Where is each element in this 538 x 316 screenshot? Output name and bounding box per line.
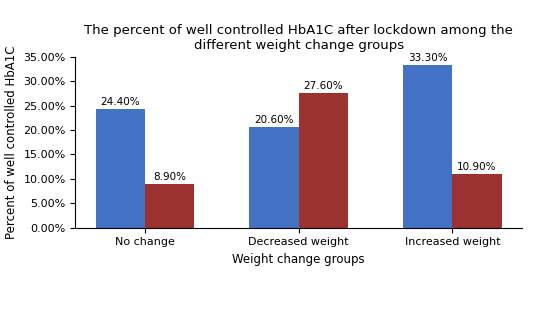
Bar xyxy=(96,109,145,228)
Text: 27.60%: 27.60% xyxy=(303,81,343,91)
Text: 33.30%: 33.30% xyxy=(408,53,448,63)
Title: The percent of well controlled HbA1C after lockdown among the
different weight c: The percent of well controlled HbA1C aft… xyxy=(84,24,513,52)
Bar xyxy=(299,93,348,228)
Bar xyxy=(250,127,299,228)
Bar xyxy=(403,65,452,228)
Bar xyxy=(145,184,194,228)
Text: 8.90%: 8.90% xyxy=(153,172,186,182)
Text: 20.60%: 20.60% xyxy=(254,115,294,125)
X-axis label: Weight change groups: Weight change groups xyxy=(232,253,365,266)
Text: 24.40%: 24.40% xyxy=(101,97,140,106)
Text: 10.90%: 10.90% xyxy=(457,162,497,173)
Bar xyxy=(452,174,501,228)
Y-axis label: Percent of well controlled HbA1C: Percent of well controlled HbA1C xyxy=(5,46,18,239)
